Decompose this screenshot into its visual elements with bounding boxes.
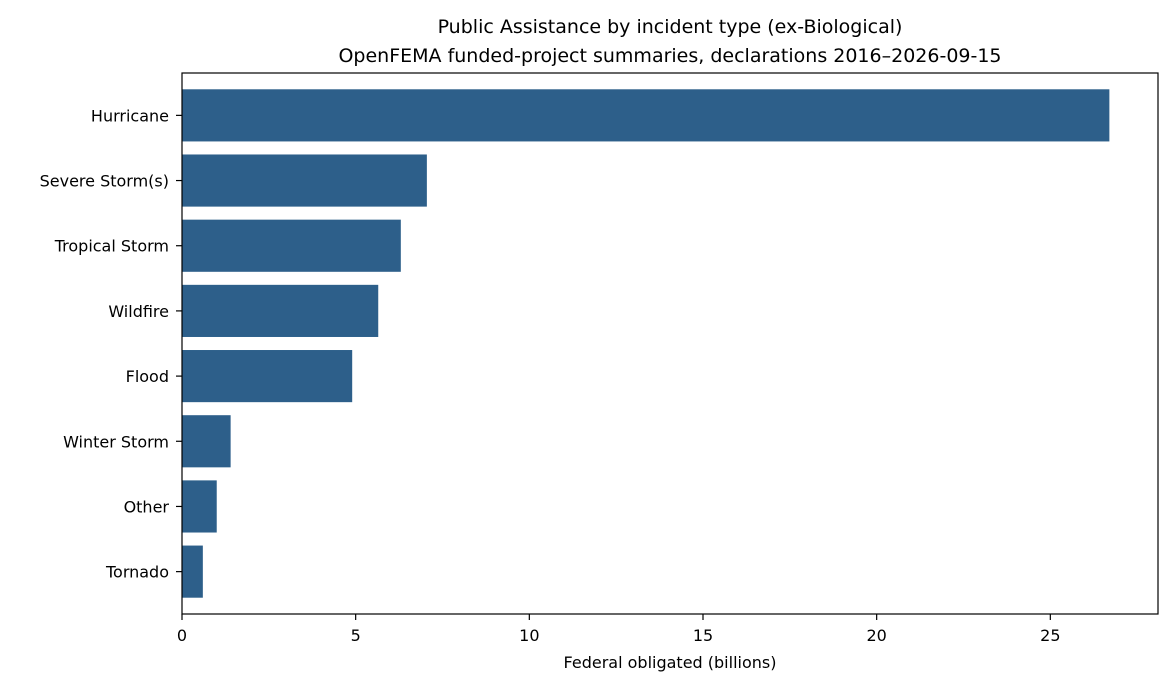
x-axis: 0 5 10 15 20 25 xyxy=(177,614,1061,645)
bar-flood xyxy=(182,350,353,403)
y-tick-label-hurricane: Hurricane xyxy=(91,106,169,125)
bar-tropical-storm xyxy=(182,219,401,272)
y-tick-label-tornado: Tornado xyxy=(105,563,169,582)
chart-title: Public Assistance by incident type (ex-B… xyxy=(438,16,903,38)
bar-hurricane xyxy=(182,89,1110,142)
y-tick-label-winter-storm: Winter Storm xyxy=(63,432,169,451)
y-tick-label-wildfire: Wildfire xyxy=(108,302,169,321)
x-tick-label: 0 xyxy=(177,626,187,645)
bar-winter-storm xyxy=(182,415,231,468)
x-tick-label: 5 xyxy=(351,626,361,645)
x-tick-label: 25 xyxy=(1040,626,1060,645)
bars-layer xyxy=(182,89,1110,598)
x-tick-label: 15 xyxy=(693,626,713,645)
y-tick-label-severe-storm-s: Severe Storm(s) xyxy=(40,172,169,191)
chart-subtitle: OpenFEMA funded-project summaries, decla… xyxy=(338,45,1001,67)
bar-severe-storm-s xyxy=(182,154,427,207)
y-tick-label-flood: Flood xyxy=(126,367,169,386)
x-tick-label: 10 xyxy=(519,626,539,645)
y-tick-label-tropical-storm: Tropical Storm xyxy=(54,237,169,256)
x-axis-label: Federal obligated (billions) xyxy=(564,653,777,672)
bar-other xyxy=(182,480,217,533)
y-axis: Hurricane Severe Storm(s) Tropical Storm Wi… xyxy=(40,106,182,582)
x-tick-label: 20 xyxy=(866,626,886,645)
bar-tornado xyxy=(182,545,203,598)
plot-frame xyxy=(181,72,1159,615)
y-tick-label-other: Other xyxy=(124,497,170,516)
bar-wildfire xyxy=(182,284,379,337)
